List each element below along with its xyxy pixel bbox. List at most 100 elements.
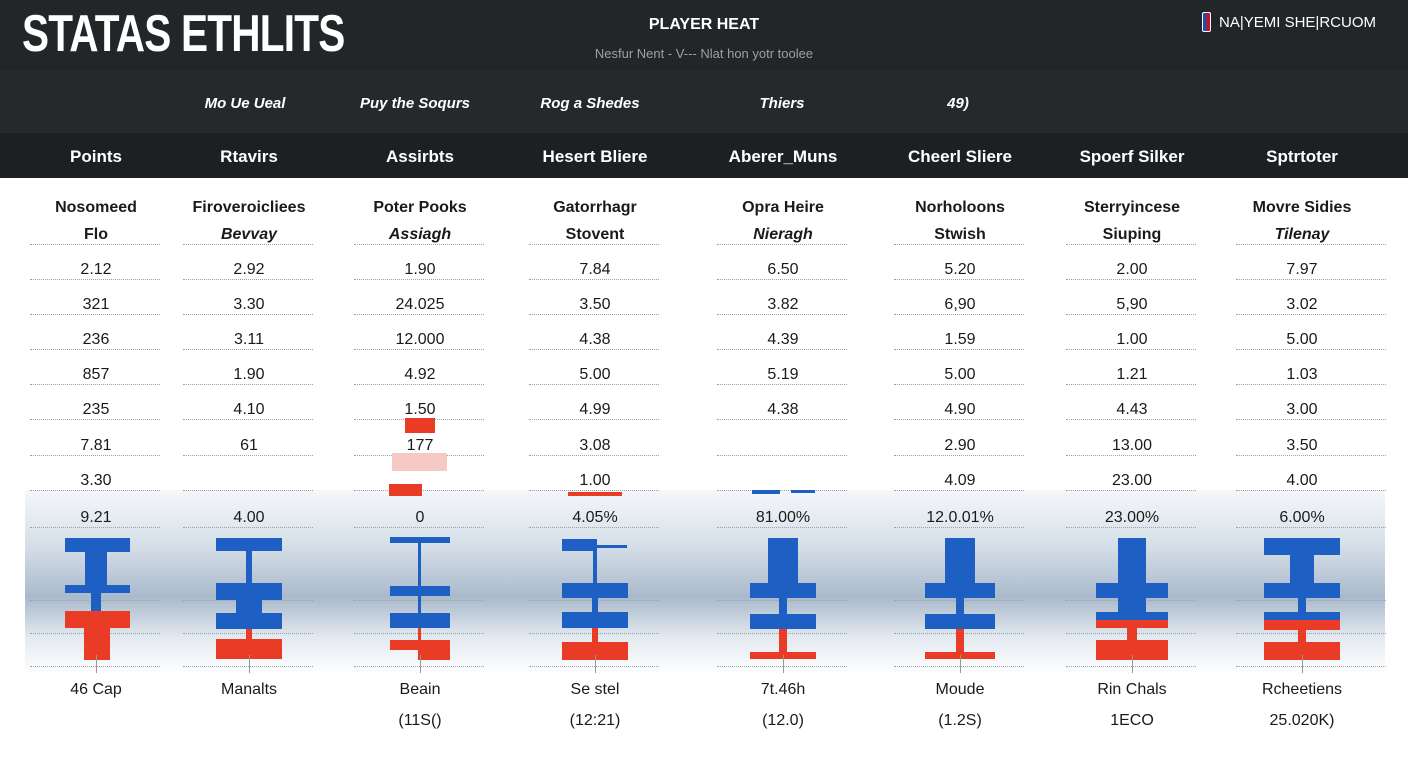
stat-value: 1.00 xyxy=(579,472,611,489)
filter-2[interactable]: Rog a Shedes xyxy=(540,95,640,112)
player-subtitle: Assiagh xyxy=(388,226,452,243)
row-divider xyxy=(1236,384,1386,385)
row-divider xyxy=(1236,527,1386,528)
row-divider xyxy=(354,349,484,350)
player-name[interactable]: Poter Pooks xyxy=(373,199,467,216)
stat-value: 7.97 xyxy=(1286,261,1318,278)
row-divider xyxy=(1236,314,1386,315)
row-divider xyxy=(717,349,847,350)
player-name[interactable]: Opra Heire xyxy=(742,199,824,216)
row-divider xyxy=(30,419,160,420)
heat-marker xyxy=(405,418,435,433)
heat-glyph-segment xyxy=(84,628,110,660)
filter-0[interactable]: Mo Ue Ueal xyxy=(204,95,286,112)
row-divider xyxy=(30,490,160,491)
row-divider xyxy=(183,279,313,280)
player-name[interactable]: Sterryincese xyxy=(1083,199,1181,216)
league-logo-icon xyxy=(1202,12,1212,32)
heat-glyph-segment xyxy=(592,628,598,642)
filter-1[interactable]: Puy the Soqurs xyxy=(359,95,471,112)
column-header[interactable]: Sptrtoter xyxy=(1266,147,1338,166)
row-divider xyxy=(717,419,847,420)
heat-glyph-segment xyxy=(246,551,252,586)
stat-value: 7.84 xyxy=(579,261,611,278)
heat-glyph-segment xyxy=(956,598,964,614)
column-header[interactable]: Aberer_Muns xyxy=(728,147,838,166)
stat-value: 1.90 xyxy=(233,366,265,383)
row-divider xyxy=(1066,527,1196,528)
row-divider xyxy=(183,314,313,315)
column-header[interactable]: Rtavirs xyxy=(220,147,278,166)
filter-4[interactable]: 49) xyxy=(947,95,969,112)
heat-glyph-segment xyxy=(65,538,130,552)
stat-value: 4.38 xyxy=(767,401,799,418)
chart-gridline xyxy=(1236,600,1386,601)
stat-value: 4.99 xyxy=(579,401,611,418)
stat-value: 857 xyxy=(82,366,110,383)
column-header[interactable]: Points xyxy=(70,147,122,166)
column-header-bar xyxy=(0,133,1408,178)
row-divider xyxy=(894,419,1024,420)
stat-value: 1.21 xyxy=(1116,366,1148,383)
player-label: Rin Chals xyxy=(1097,681,1167,698)
chart-gridline xyxy=(183,666,313,667)
stat-value: 1.03 xyxy=(1286,366,1318,383)
stat-value: 1.90 xyxy=(404,261,436,278)
row-divider xyxy=(354,244,484,245)
filter-3[interactable]: Thiers xyxy=(759,95,805,112)
row-divider xyxy=(529,419,659,420)
heat-glyph-segment xyxy=(246,629,252,639)
column-header[interactable]: Hesert Bliere xyxy=(542,147,648,166)
player-name[interactable]: Firoveroicliees xyxy=(192,199,306,216)
glyph-stem xyxy=(1132,655,1133,673)
stat-value: 3.30 xyxy=(233,296,265,313)
player-name[interactable]: Norholoons xyxy=(915,199,1005,216)
heat-glyph-segment xyxy=(216,613,282,629)
row-divider xyxy=(529,244,659,245)
glyph-stem xyxy=(960,655,961,673)
column-header[interactable]: Cheerl Sliere xyxy=(908,147,1012,166)
heat-glyph-segment xyxy=(390,586,450,596)
stat-value: 4.43 xyxy=(1116,401,1148,418)
player-subtitle: Nieragh xyxy=(753,226,813,243)
column-header[interactable]: Spoerf Silker xyxy=(1079,147,1185,166)
column-header[interactable]: Assirbts xyxy=(385,147,455,166)
page-subtitle: Nesfur Nent - V--- Nlat hon yotr toolee xyxy=(594,46,814,61)
glyph-stem xyxy=(1302,655,1303,673)
heat-glyph-segment xyxy=(750,614,816,629)
row-divider xyxy=(354,279,484,280)
player-name[interactable]: Gatorrhagr xyxy=(553,199,637,216)
heat-glyph-segment xyxy=(1290,555,1314,583)
stat-value: 4.05% xyxy=(572,509,618,526)
row-divider xyxy=(529,490,659,491)
heat-glyph-segment xyxy=(1127,628,1137,640)
player-name[interactable]: Movre Sidies xyxy=(1252,199,1352,216)
row-divider xyxy=(717,490,847,491)
stat-value: 5,90 xyxy=(1116,296,1148,313)
stat-value: 6,90 xyxy=(944,296,976,313)
row-divider xyxy=(529,455,659,456)
heat-marker xyxy=(752,490,780,494)
stat-value: 12.0.01% xyxy=(926,509,994,526)
heat-glyph-segment xyxy=(1096,583,1168,598)
account-menu[interactable]: NA|YEMI SHE|RCUOM xyxy=(1202,12,1376,32)
stat-value: 2.12 xyxy=(80,261,112,278)
page-title: PLAYER HEAT xyxy=(648,16,760,33)
heat-glyph-segment xyxy=(593,550,597,584)
player-label: Beain xyxy=(399,681,441,698)
stat-value: 5.00 xyxy=(579,366,611,383)
heat-glyph-segment xyxy=(1264,620,1340,630)
heat-glyph-segment xyxy=(562,539,597,551)
row-divider xyxy=(354,527,484,528)
row-divider xyxy=(30,244,160,245)
stat-value: 1.59 xyxy=(944,331,976,348)
player-name[interactable]: Nosomeed xyxy=(55,199,137,216)
player-note: (11S() xyxy=(398,712,442,729)
row-divider xyxy=(1236,244,1386,245)
top-bar xyxy=(0,0,1408,70)
heat-glyph-segment xyxy=(418,628,421,640)
stat-value: 2.92 xyxy=(233,261,265,278)
heat-marker xyxy=(791,490,815,493)
heat-glyph-segment xyxy=(750,583,816,598)
row-divider xyxy=(717,384,847,385)
